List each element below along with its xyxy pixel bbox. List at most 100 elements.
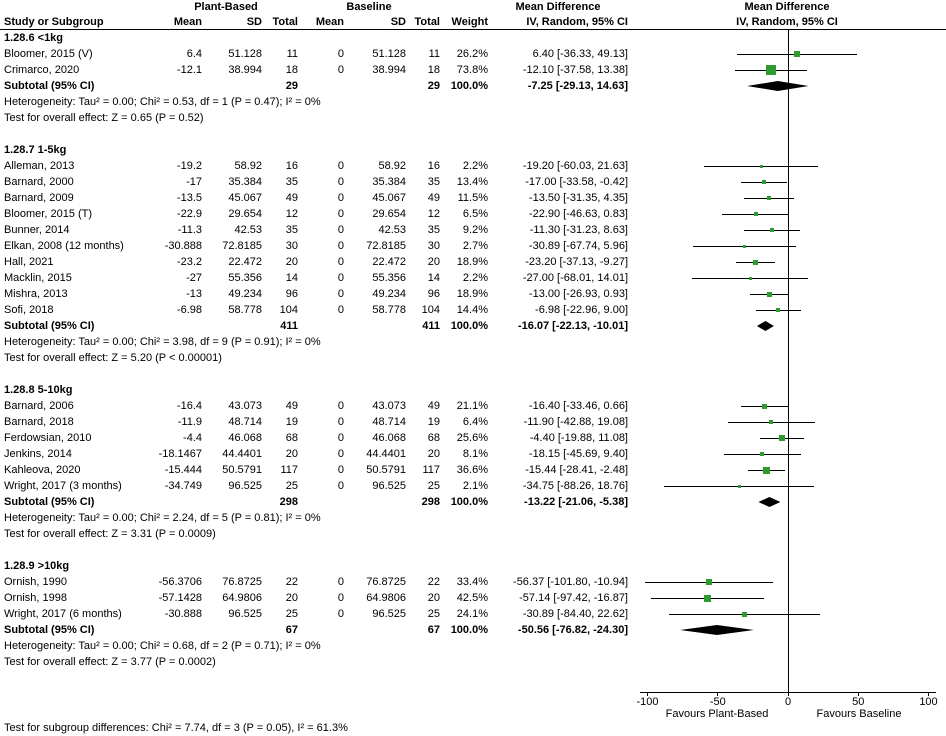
table-header: Plant-Based Baseline Mean Difference Mea… [0,0,946,30]
baseline-total-cell: 29 [427,80,440,92]
study-name-cell: Subtotal (95% CI) [4,624,95,636]
study-row: Hall, 2021 -23.2 22.472 20 0 22.472 20 18.9% -23… [0,254,946,270]
study-name-cell: Barnard, 2009 [4,192,74,204]
plant-total-cell: 19 [285,416,298,428]
ci-text-cell: -18.15 [-45.69, 9.40] [528,448,628,460]
plant-sd-cell: 44.4401 [222,448,262,460]
baseline-total-cell: 20 [427,256,440,268]
study-row: Bunner, 2014 -11.3 42.53 35 0 42.53 35 9.2% -11.… [0,222,946,238]
plant-mean-cell: -56.3706 [158,576,202,588]
plant-total-cell: 67 [285,624,298,636]
plant-sd-cell: 55.356 [228,272,262,284]
plant-total-cell: 35 [285,176,298,188]
axis-tick-label: 100 [919,696,938,708]
baseline-total-cell: 25 [427,480,440,492]
plant-total-cell: 30 [285,240,298,252]
baseline-total-cell: 298 [421,496,440,508]
plant-mean-cell: -12.1 [176,64,202,76]
plant-total-cell: 49 [285,192,298,204]
plant-sd-header: SD [246,16,262,28]
plant-total-cell: 104 [279,304,298,316]
baseline-mean-cell [298,318,344,334]
weight-cell: 25.6% [456,432,488,444]
study-name-cell: Subtotal (95% CI) [4,80,95,92]
baseline-mean-cell: 0 [337,432,344,444]
effect-square [762,403,768,409]
plant-sd-cell: 96.525 [228,608,262,620]
ci-text-cell: -7.25 [-29.13, 14.63] [527,80,628,92]
effect-square [776,308,781,312]
effect-square [705,579,712,585]
weight-cell: 18.9% [456,256,488,268]
plant-total-cell: 411 [280,320,298,332]
plant-sd-cell: 48.714 [228,416,262,428]
subgroup-title: 1.28.7 1-5kg [4,144,67,156]
mean-difference-text-header: Mean Difference [515,1,601,13]
plant-sd-cell: 96.525 [228,480,262,492]
plant-total-cell: 20 [285,592,298,604]
axis-tick-label: -100 [636,696,659,708]
zero-line [787,30,789,692]
ci-text-cell: -11.90 [-42.88, 19.08] [523,416,628,428]
weight-cell: 2.2% [462,160,488,172]
study-name-cell: Wright, 2017 (3 months) [4,480,122,492]
study-row: Sofi, 2018 -6.98 58.778 104 0 58.778 104 14.4% -… [0,302,946,318]
effect-square [752,259,758,265]
axis-tick [857,692,859,696]
baseline-mean-cell: 0 [337,272,344,284]
baseline-total-cell: 16 [427,160,440,172]
baseline-total-cell: 11 [428,48,440,60]
baseline-total-cell: 14 [427,272,440,284]
baseline-mean-cell: 0 [337,304,344,316]
study-name-cell: Bloomer, 2015 (V) [4,48,93,60]
baseline-total-cell: 411 [422,320,440,332]
study-name-cell: Ornish, 1998 [4,592,67,604]
baseline-mean-cell: 0 [337,480,344,492]
plant-sd-cell: 58.92 [234,160,262,172]
heterogeneity-note: Heterogeneity: Tau² = 0.00; Chi² = 2.24,… [4,512,321,524]
weight-cell: 100.0% [450,80,488,92]
heterogeneity-note: Heterogeneity: Tau² = 0.00; Chi² = 3.98,… [4,336,321,348]
baseline-total-cell: 12 [427,208,440,220]
baseline-sd-cell: 58.92 [378,160,406,172]
baseline-mean-cell: 0 [337,288,344,300]
study-name-cell: Bloomer, 2015 (T) [4,208,93,220]
plant-mean-cell: -18.1467 [158,448,202,460]
ci-text-cell: -16.40 [-33.46, 0.66] [528,400,628,412]
overall-effect-note: Test for overall effect: Z = 3.77 (P = 0… [4,656,216,668]
weight-cell: 24.1% [456,608,488,620]
ci-text-cell: -27.00 [-68.01, 14.01] [522,272,628,284]
plant-total-cell: 14 [285,272,298,284]
plant-mean-cell [150,318,202,334]
study-name-cell: Barnard, 2018 [4,416,74,428]
ci-text-cell: -16.07 [-22.13, -10.01] [517,320,628,332]
plant-sd-cell: 29.654 [228,208,262,220]
ci-text-cell: -4.40 [-19.88, 11.08] [529,432,628,444]
plant-mean-cell: -11.3 [177,224,202,236]
baseline-sd-cell: 96.525 [372,480,406,492]
study-row: Kahleova, 2020 -15.444 50.5791 117 0 50.5791 1… [0,462,946,478]
baseline-total-cell: 25 [427,608,440,620]
study-name-cell: Mishra, 2013 [4,288,68,300]
plant-based-column-group-header: Plant-Based [194,1,258,13]
plant-sd-cell: 64.9806 [222,592,262,604]
study-name-cell: Elkan, 2008 (12 months) [4,240,124,252]
subtotal-row: Subtotal (95% CI) 29 29 100.0% -7.25 [-29.13… [0,78,946,94]
baseline-sd-cell: 44.4401 [366,448,406,460]
plant-mean-cell: -30.888 [164,608,202,620]
study-name-cell: Barnard, 2006 [4,400,74,412]
weight-cell: 9.2% [462,224,488,236]
baseline-mean-cell: 0 [337,256,344,268]
ci-text-cell: -12.10 [-37.58, 13.38] [522,64,628,76]
plant-total-cell: 22 [285,576,298,588]
overall-effect-note: Test for overall effect: Z = 3.31 (P = 0… [4,528,216,540]
ci-text-cell: -50.56 [-76.82, -24.30] [517,624,628,636]
mean-difference-plot-header: Mean Difference [744,1,830,13]
plant-sd-cell [202,78,262,94]
plant-sd-cell: 49.234 [228,288,262,300]
subtotal-row: Subtotal (95% CI) 298 298 100.0% -13.22 [-21… [0,494,946,510]
ci-text-cell: -22.90 [-46.63, 0.83] [528,208,628,220]
baseline-sd-header: SD [390,16,406,28]
plant-sd-cell: 35.384 [228,176,262,188]
study-name-cell: Macklin, 2015 [4,272,72,284]
